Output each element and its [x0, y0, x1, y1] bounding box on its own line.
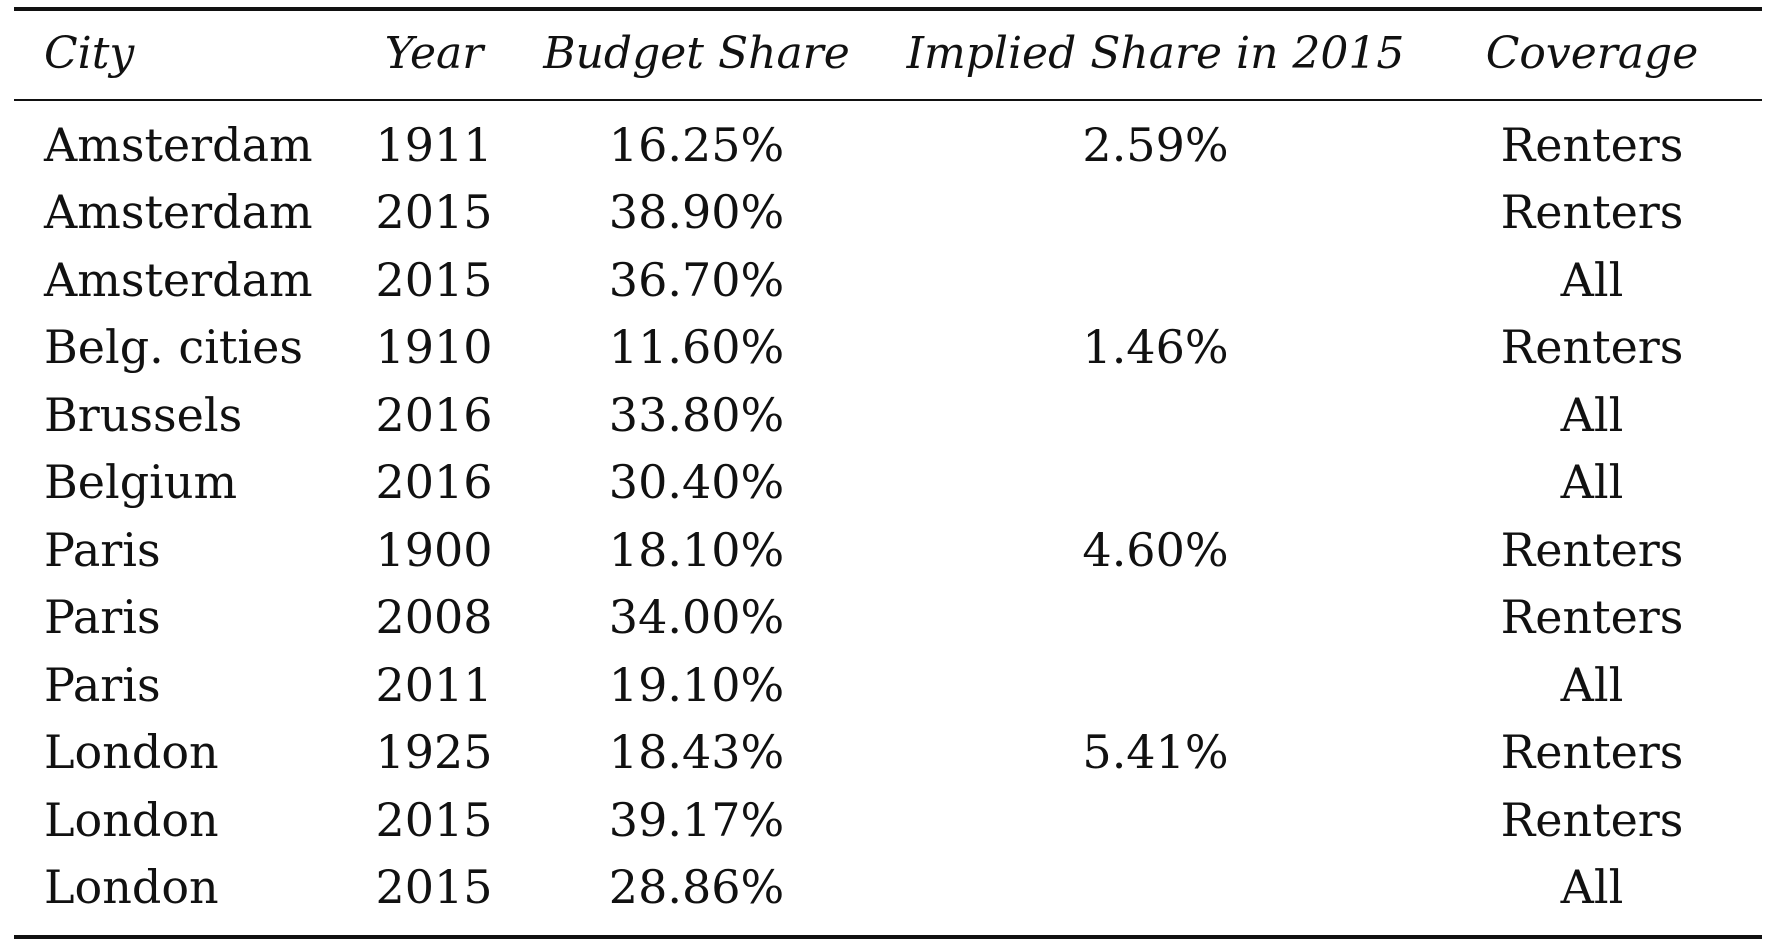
data-table-body: Amsterdam 1911 16.25% 2.59% Renters Amsterdam… — [14, 101, 1762, 921]
cell-city: London — [44, 792, 219, 847]
header-city: City — [44, 27, 135, 79]
cell-budget-share: 30.40% — [608, 455, 785, 510]
cell-coverage: All — [1560, 252, 1624, 307]
cell-coverage: All — [1560, 860, 1624, 915]
cell-coverage: Renters — [1500, 590, 1684, 645]
cell-city: Amsterdam — [44, 252, 313, 307]
cell-budget-share: 39.17% — [608, 792, 785, 847]
cell-coverage: Renters — [1500, 522, 1684, 577]
cell-budget-share: 18.43% — [608, 725, 785, 780]
top-rule — [14, 7, 1762, 11]
header-budget-share: Budget Share — [543, 27, 850, 79]
cell-year: 2015 — [375, 860, 493, 915]
cell-coverage: All — [1560, 455, 1624, 510]
header-rule — [14, 99, 1762, 101]
cell-coverage: Renters — [1500, 185, 1684, 240]
cell-implied-share: 2.59% — [1082, 117, 1229, 172]
table-row: Amsterdam 2015 38.90% Renters — [14, 179, 1762, 247]
cell-coverage: Renters — [1500, 117, 1684, 172]
cell-year: 2016 — [375, 455, 493, 510]
budget-share-table: City Year Budget Share Implied Share in … — [14, 7, 1762, 939]
table-row: Amsterdam 2015 36.70% All — [14, 246, 1762, 314]
table-header: City Year Budget Share Implied Share in … — [14, 11, 1762, 95]
cell-coverage: All — [1560, 657, 1624, 712]
table-row: Paris 2011 19.10% All — [14, 651, 1762, 719]
cell-year: 1900 — [375, 522, 493, 577]
table-row: Paris 2008 34.00% Renters — [14, 584, 1762, 652]
cell-city: Amsterdam — [44, 117, 313, 172]
table-row: Brussels 2016 33.80% All — [14, 381, 1762, 449]
cell-city: London — [44, 860, 219, 915]
header-row: City Year Budget Share Implied Share in … — [14, 11, 1762, 95]
bottom-rule — [14, 935, 1762, 939]
cell-year: 2016 — [375, 387, 493, 442]
table-body: Amsterdam 1911 16.25% 2.59% Renters Amsterdam… — [14, 101, 1762, 921]
table-row: London 2015 28.86% All — [14, 854, 1762, 922]
cell-coverage: Renters — [1500, 320, 1684, 375]
table-row: Amsterdam 1911 16.25% 2.59% Renters — [14, 101, 1762, 179]
cell-coverage: Renters — [1500, 792, 1684, 847]
cell-year: 1911 — [375, 117, 493, 172]
header-year: Year — [384, 27, 484, 79]
cell-implied-share — [889, 786, 1422, 854]
cell-year: 2008 — [375, 590, 493, 645]
cell-city: Amsterdam — [44, 185, 313, 240]
cell-implied-share — [889, 246, 1422, 314]
cell-implied-share — [889, 381, 1422, 449]
cell-implied-share — [889, 449, 1422, 517]
table-row: Belg. cities 1910 11.60% 1.46% Renters — [14, 314, 1762, 382]
cell-budget-share: 16.25% — [608, 117, 785, 172]
cell-budget-share: 38.90% — [608, 185, 785, 240]
header-coverage: Coverage — [1485, 27, 1699, 79]
cell-budget-share: 28.86% — [608, 860, 785, 915]
header-implied-share: Implied Share in 2015 — [906, 27, 1405, 79]
cell-budget-share: 18.10% — [608, 522, 785, 577]
table-row: London 2015 39.17% Renters — [14, 786, 1762, 854]
cell-implied-share — [889, 584, 1422, 652]
table-row: Belgium 2016 30.40% All — [14, 449, 1762, 517]
cell-city: Paris — [44, 590, 161, 645]
cell-budget-share: 34.00% — [608, 590, 785, 645]
cell-implied-share — [889, 651, 1422, 719]
cell-coverage: Renters — [1500, 725, 1684, 780]
cell-implied-share — [889, 854, 1422, 922]
cell-city: Belg. cities — [44, 320, 303, 375]
cell-city: Paris — [44, 522, 161, 577]
cell-budget-share: 36.70% — [608, 252, 785, 307]
cell-city: Paris — [44, 657, 161, 712]
data-table: City Year Budget Share Implied Share in … — [14, 11, 1762, 95]
cell-year: 2015 — [375, 252, 493, 307]
cell-implied-share: 1.46% — [1082, 320, 1229, 375]
cell-year: 2015 — [375, 792, 493, 847]
cell-year: 2015 — [375, 185, 493, 240]
cell-year: 2011 — [375, 657, 493, 712]
cell-year: 1910 — [375, 320, 493, 375]
cell-city: Brussels — [44, 387, 243, 442]
cell-implied-share: 4.60% — [1082, 522, 1229, 577]
cell-city: Belgium — [44, 455, 238, 510]
table-row: Paris 1900 18.10% 4.60% Renters — [14, 516, 1762, 584]
cell-city: London — [44, 725, 219, 780]
cell-coverage: All — [1560, 387, 1624, 442]
cell-implied-share: 5.41% — [1082, 725, 1229, 780]
cell-budget-share: 11.60% — [608, 320, 785, 375]
cell-budget-share: 19.10% — [608, 657, 785, 712]
table-row: London 1925 18.43% 5.41% Renters — [14, 719, 1762, 787]
cell-implied-share — [889, 179, 1422, 247]
cell-budget-share: 33.80% — [608, 387, 785, 442]
cell-year: 1925 — [375, 725, 493, 780]
